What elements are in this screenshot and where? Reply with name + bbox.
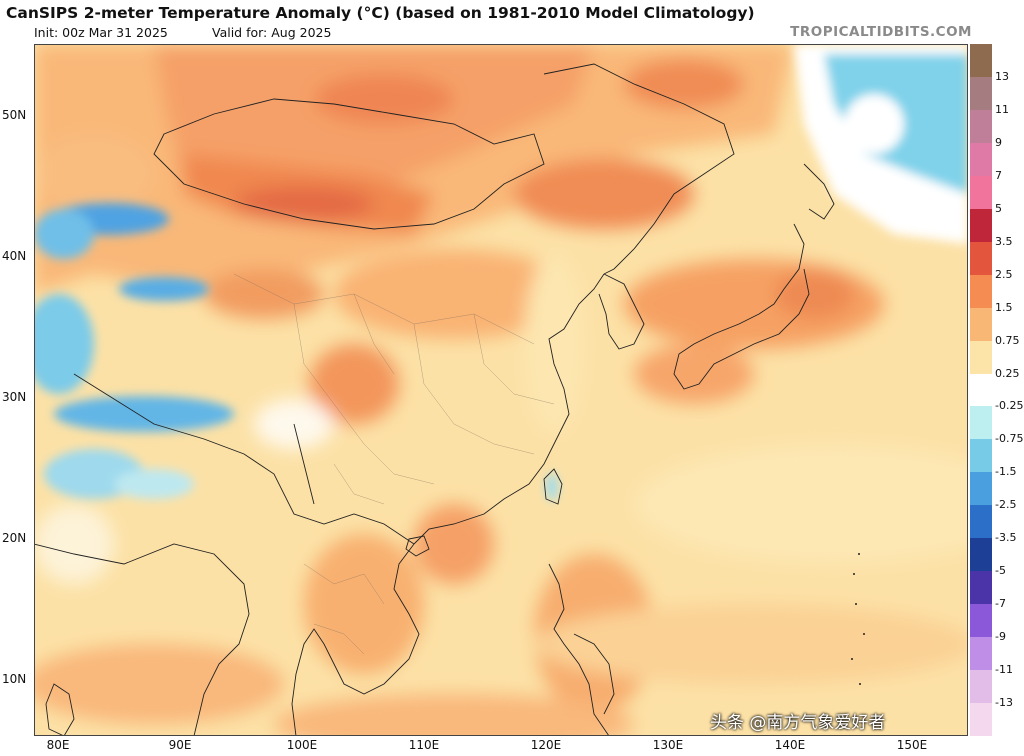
lat-label-10n: 10N [2,672,27,686]
lat-label-20n: 20N [2,531,27,545]
colorbar-label: 11 [995,102,1009,116]
lon-label-100e: 100E [286,738,318,752]
colorbar-segment [970,142,992,177]
colorbar-label: 9 [995,135,1002,149]
colorbar-segment [970,175,992,210]
colorbar-segment [970,538,992,572]
colorbar-segment [970,208,992,243]
colorbar-label: -11 [995,663,1013,677]
colorbar-segment [970,505,992,539]
valid-time: Valid for: Aug 2025 [212,25,332,40]
lon-label-130e: 130E [652,738,684,752]
lon-label-120e: 120E [530,738,562,752]
colorbar-segment [970,604,992,638]
colorbar-segment [970,109,992,144]
colorbar-segment [970,571,992,605]
colorbar [970,44,992,737]
colorbar-label: -2.5 [995,498,1017,512]
colorbar-segment [970,241,992,276]
colorbar-segment [970,703,992,737]
coastlines [34,63,835,736]
lon-label-150e: 150E [896,738,928,752]
map-title: CanSIPS 2-meter Temperature Anomaly (°C)… [6,4,755,22]
colorbar-label: -5 [995,564,1006,578]
watermark: 头条 @南方气象爱好者 [710,713,886,733]
colorbar-label: 0.25 [995,366,1020,380]
colorbar-label: 7 [995,168,1002,182]
colorbar-segment [970,373,992,407]
colorbar-label: 0.75 [995,333,1020,347]
colorbar-segment [970,76,992,111]
colorbar-segment [970,274,992,309]
init-time: Init: 00z Mar 31 2025 [34,25,168,40]
colorbar-label: -7 [995,597,1006,611]
anomaly-map [34,44,968,736]
colorbar-label: -3.5 [995,531,1017,545]
colorbar-label: -0.25 [995,399,1024,413]
lon-label-110e: 110E [408,738,440,752]
lat-label-40n: 40N [2,249,27,263]
colorbar-segment [970,307,992,342]
colorbar-label: 1.5 [995,300,1013,314]
colorbar-label: -9 [995,630,1006,644]
cold-anomaly-areas [34,44,968,501]
lon-label-90e: 90E [168,738,192,752]
colorbar-label: 2.5 [995,267,1013,281]
lat-label-50n: 50N [2,108,27,122]
colorbar-segment [970,44,992,78]
pacific-islands [851,553,865,685]
colorbar-segment [970,472,992,506]
colorbar-label: -13 [995,696,1013,710]
colorbar-segment [970,637,992,671]
colorbar-label: 5 [995,201,1002,215]
lon-label-80e: 80E [46,738,70,752]
colorbar-segment [970,439,992,473]
province-borders [233,273,555,655]
colorbar-label: -0.75 [995,432,1024,446]
source-brand: TROPICALTIDBITS.COM [790,24,972,40]
colorbar-label: 13 [995,69,1009,83]
colorbar-segment [970,406,992,440]
anomaly-shading [34,44,968,736]
colorbar-label: 3.5 [995,234,1013,248]
colorbar-label: -1.5 [995,465,1017,479]
lon-label-140e: 140E [774,738,806,752]
lat-label-30n: 30N [2,390,27,404]
colorbar-segment [970,670,992,704]
colorbar-segment [970,340,992,374]
